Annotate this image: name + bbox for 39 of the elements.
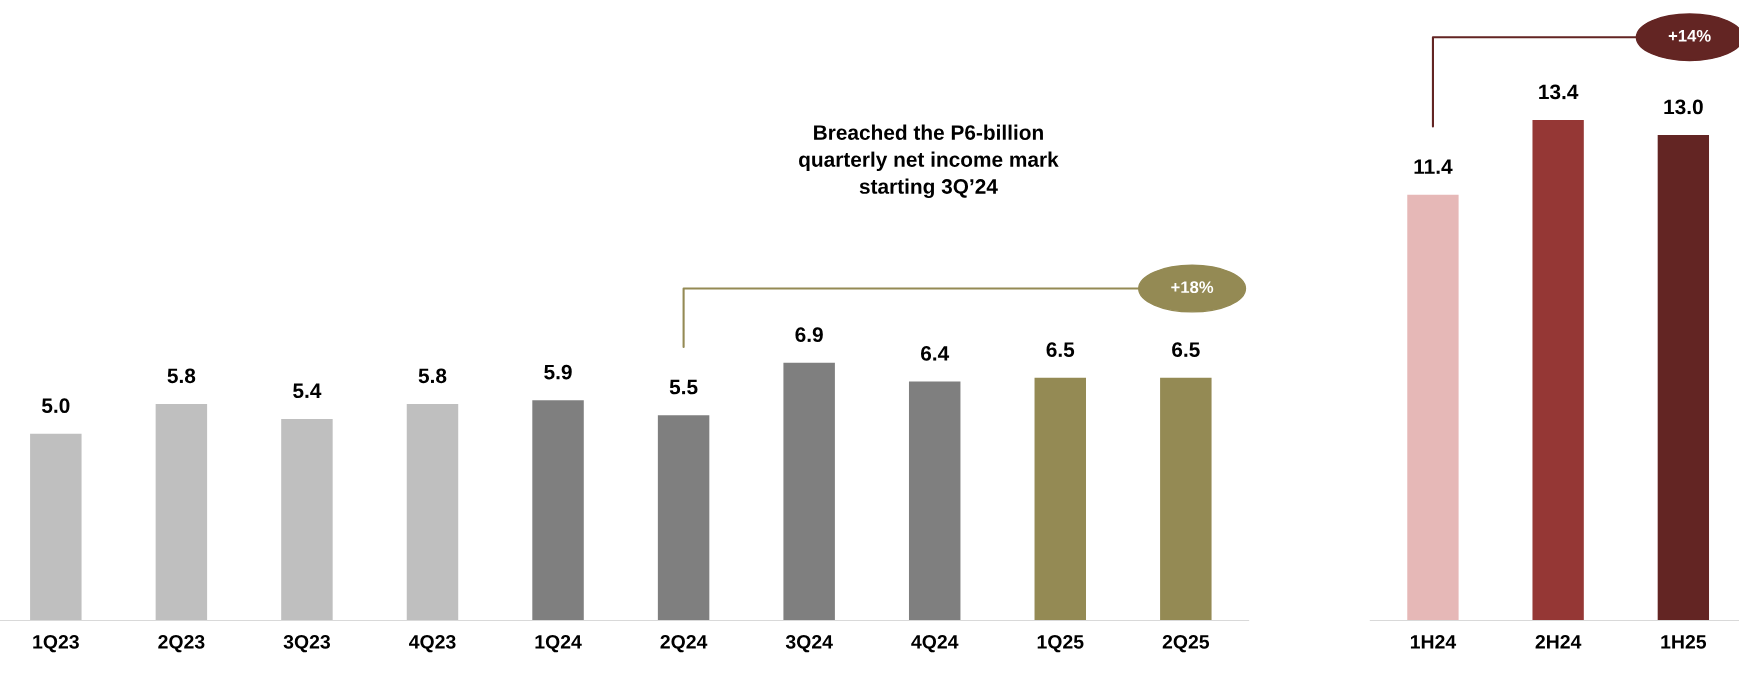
text: Breached the P6-billion quarterly net income mark starting 3Q’24 (799, 124, 1059, 199)
bar (1160, 377, 1212, 621)
data-label: 5.8 (418, 368, 447, 384)
text: +14% (1668, 29, 1711, 42)
x-tick-label: 4Q24 (911, 634, 959, 653)
bar (281, 418, 333, 621)
data-label: 6.9 (795, 327, 823, 343)
data-label: 6.5 (1172, 342, 1200, 358)
bar (908, 381, 961, 621)
bar (155, 403, 208, 621)
data-label: 6.5 (1046, 342, 1075, 358)
x-tick-label: 1H25 (1661, 634, 1707, 649)
data-label: 13.0 (1664, 99, 1703, 115)
x-tick-label: 4Q23 (409, 634, 456, 653)
data-label: 5.9 (544, 364, 572, 380)
x-tick-label: 1Q25 (1037, 634, 1084, 653)
data-label: 5.5 (669, 379, 698, 395)
text: +18% (1171, 281, 1214, 294)
x-tick-label: 2Q24 (660, 634, 708, 653)
data-label: 11.4 (1414, 159, 1453, 174)
bar (532, 400, 584, 621)
data-label: 5.4 (293, 383, 322, 399)
data-label: 6.4 (921, 346, 950, 361)
x-tick-label: 3Q24 (785, 634, 833, 653)
bar (657, 415, 710, 621)
x-tick-label: 2Q25 (1162, 634, 1210, 653)
bar (1034, 377, 1087, 621)
x-tick-label: 2H24 (1535, 634, 1582, 649)
bar (30, 433, 82, 621)
data-label: 5.8 (167, 368, 196, 384)
x-tick-label: 1Q24 (535, 634, 582, 653)
x-tick-label: 2Q23 (158, 634, 205, 653)
x-tick-label: 1H24 (1410, 634, 1457, 649)
x-tick-label: 3Q23 (283, 634, 331, 653)
x-tick-label: 1Q23 (33, 634, 79, 653)
data-label: 5.0 (41, 398, 70, 414)
bar (783, 362, 835, 621)
data-label: 13.4 (1539, 84, 1579, 100)
bar (406, 403, 459, 621)
